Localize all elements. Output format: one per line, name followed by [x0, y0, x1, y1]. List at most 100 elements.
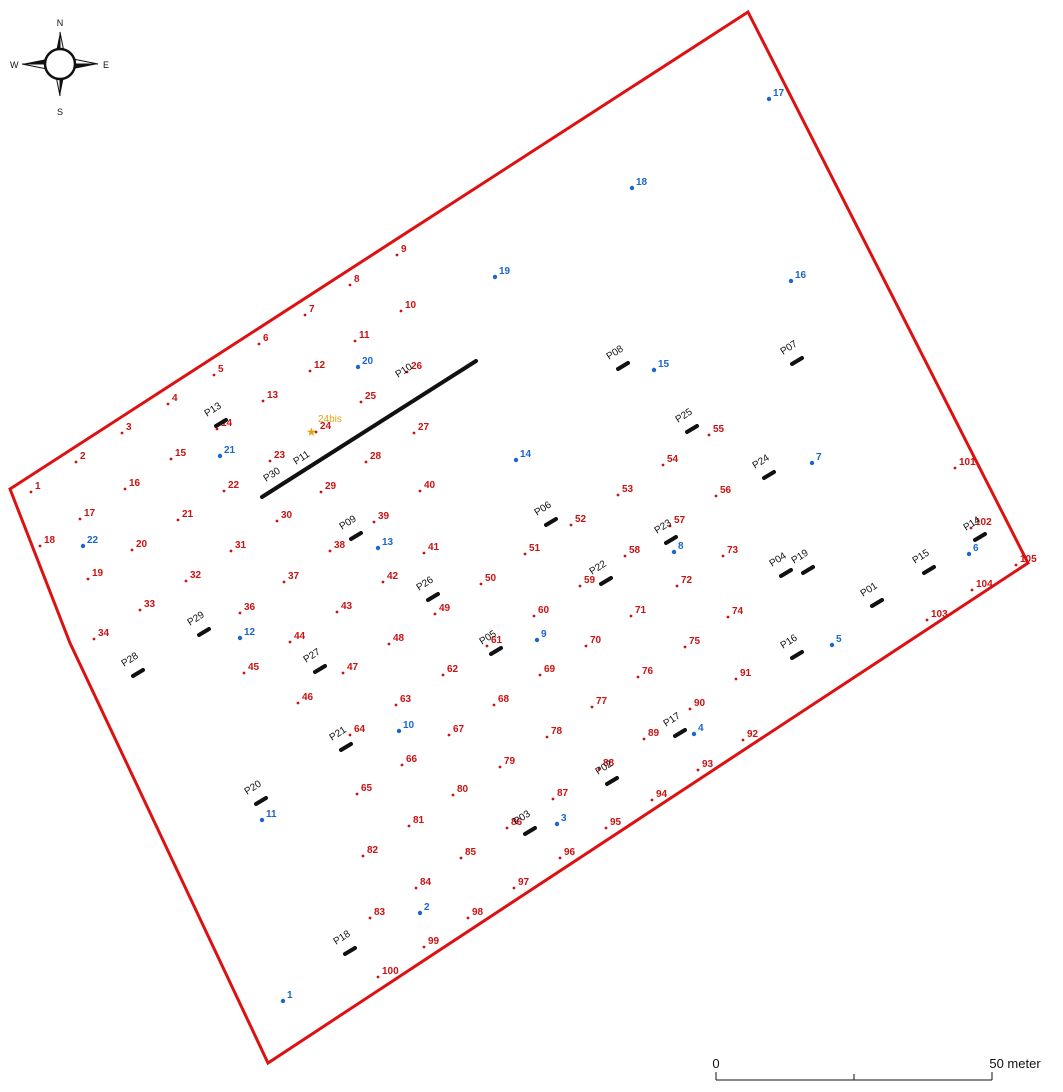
red-point-label-10: 10: [405, 300, 417, 311]
plot-marker-P25: [685, 424, 699, 434]
red-point-43: [335, 610, 339, 614]
red-point-11: [353, 339, 357, 343]
red-point-49: [433, 612, 437, 616]
red-point-2: [74, 460, 78, 464]
red-point-label-29: 29: [325, 481, 337, 492]
red-point-label-91: 91: [740, 668, 752, 679]
red-point-7: [303, 313, 307, 317]
blue-point-20: [355, 364, 361, 370]
red-point-label-76: 76: [642, 666, 654, 677]
plot-label-P07: P07: [779, 338, 800, 357]
blue-point-17: [766, 96, 772, 102]
plot-P17: P17: [662, 710, 687, 738]
plot-label-P23: P23: [653, 517, 674, 536]
red-point-101: [953, 466, 957, 470]
plot-P21: P21: [328, 724, 353, 752]
red-point-label-48: 48: [393, 633, 405, 644]
plot-marker-P13: [214, 418, 228, 428]
plot-P30: P30: [262, 465, 283, 484]
plot-label-P03: P03: [512, 808, 533, 827]
blue-point-10: [396, 728, 402, 734]
plot-P29: P29: [186, 609, 211, 637]
blue-point-2: [417, 910, 423, 916]
red-point-label-52: 52: [575, 514, 587, 525]
red-point-15: [169, 457, 173, 461]
red-point-64: [348, 733, 352, 737]
star-icon: ★: [306, 425, 317, 439]
blue-point-22: [80, 543, 86, 549]
red-point-label-80: 80: [457, 784, 469, 795]
red-point-10: [399, 309, 403, 313]
red-point-32: [184, 579, 188, 583]
red-point-13: [261, 399, 265, 403]
plot-P08: P08: [605, 343, 630, 371]
red-point-46: [296, 701, 300, 705]
red-point-104: [970, 588, 974, 592]
red-point-36: [238, 611, 242, 615]
red-point-68: [492, 703, 496, 707]
blue-point-label-19: 19: [499, 266, 511, 277]
red-point-105: [1014, 563, 1018, 567]
blue-point-label-4: 4: [698, 723, 704, 734]
star-marker-24bis: ★ 24bis: [306, 414, 342, 439]
blue-point-5: [829, 642, 835, 648]
red-point-label-79: 79: [504, 756, 516, 767]
plot-label-P01: P01: [859, 580, 880, 599]
blue-point-label-6: 6: [973, 543, 979, 554]
red-point-45: [242, 671, 246, 675]
red-point-label-45: 45: [248, 662, 260, 673]
red-point-label-11: 11: [359, 330, 370, 341]
red-point-57: [668, 524, 672, 528]
red-point-label-5: 5: [218, 364, 224, 375]
blue-point-label-1: 1: [287, 990, 293, 1001]
red-point-78: [545, 735, 549, 739]
red-point-84: [414, 886, 418, 890]
plot-marker-P24: [762, 470, 776, 480]
red-point-92: [741, 738, 745, 742]
red-point-100: [376, 975, 380, 979]
plot-marker-P17: [673, 728, 687, 738]
red-point-6: [257, 342, 261, 346]
blue-point-21: [217, 453, 223, 459]
plot-marker-P27: [313, 664, 327, 674]
red-point-label-51: 51: [529, 543, 541, 554]
blue-point-label-21: 21: [224, 445, 236, 456]
star-label: 24bis: [318, 414, 342, 425]
red-point-label-105: 105: [1020, 554, 1037, 565]
red-point-label-99: 99: [428, 936, 440, 947]
red-point-9: [395, 253, 399, 257]
red-point-59: [578, 584, 582, 588]
red-point-70: [584, 644, 588, 648]
red-point-71: [629, 614, 633, 618]
red-point-label-55: 55: [713, 424, 725, 435]
red-point-label-53: 53: [622, 484, 634, 495]
red-point-label-42: 42: [387, 571, 399, 582]
plot-P18: P18: [332, 928, 357, 956]
red-point-51: [523, 552, 527, 556]
plot-label-P04: P04: [768, 550, 789, 569]
blue-point-12: [237, 635, 243, 641]
plot-marker-P05: [489, 646, 503, 656]
red-point-21: [176, 518, 180, 522]
red-point-label-44: 44: [294, 631, 306, 642]
plot-P20: P20: [243, 778, 268, 806]
red-point-label-86: 86: [511, 817, 523, 828]
site-boundary: [8, 9, 1030, 1066]
plot-P07: P07: [779, 338, 804, 366]
blue-point-11: [259, 817, 265, 823]
scale-zero-label: 0: [712, 1056, 719, 1071]
red-point-55: [707, 433, 711, 437]
blue-point-15: [651, 367, 657, 373]
red-point-label-43: 43: [341, 601, 353, 612]
plot-label-P24: P24: [751, 452, 772, 471]
red-point-61: [485, 644, 489, 648]
plot-marker-P09: [349, 531, 363, 541]
blue-point-label-12: 12: [244, 627, 256, 638]
red-points-layer: 1234567891011121314151617181920212223242…: [29, 244, 1037, 979]
red-point-label-89: 89: [648, 728, 660, 739]
red-point-label-28: 28: [370, 451, 382, 462]
red-point-label-57: 57: [674, 515, 686, 526]
blue-point-label-9: 9: [541, 629, 547, 640]
